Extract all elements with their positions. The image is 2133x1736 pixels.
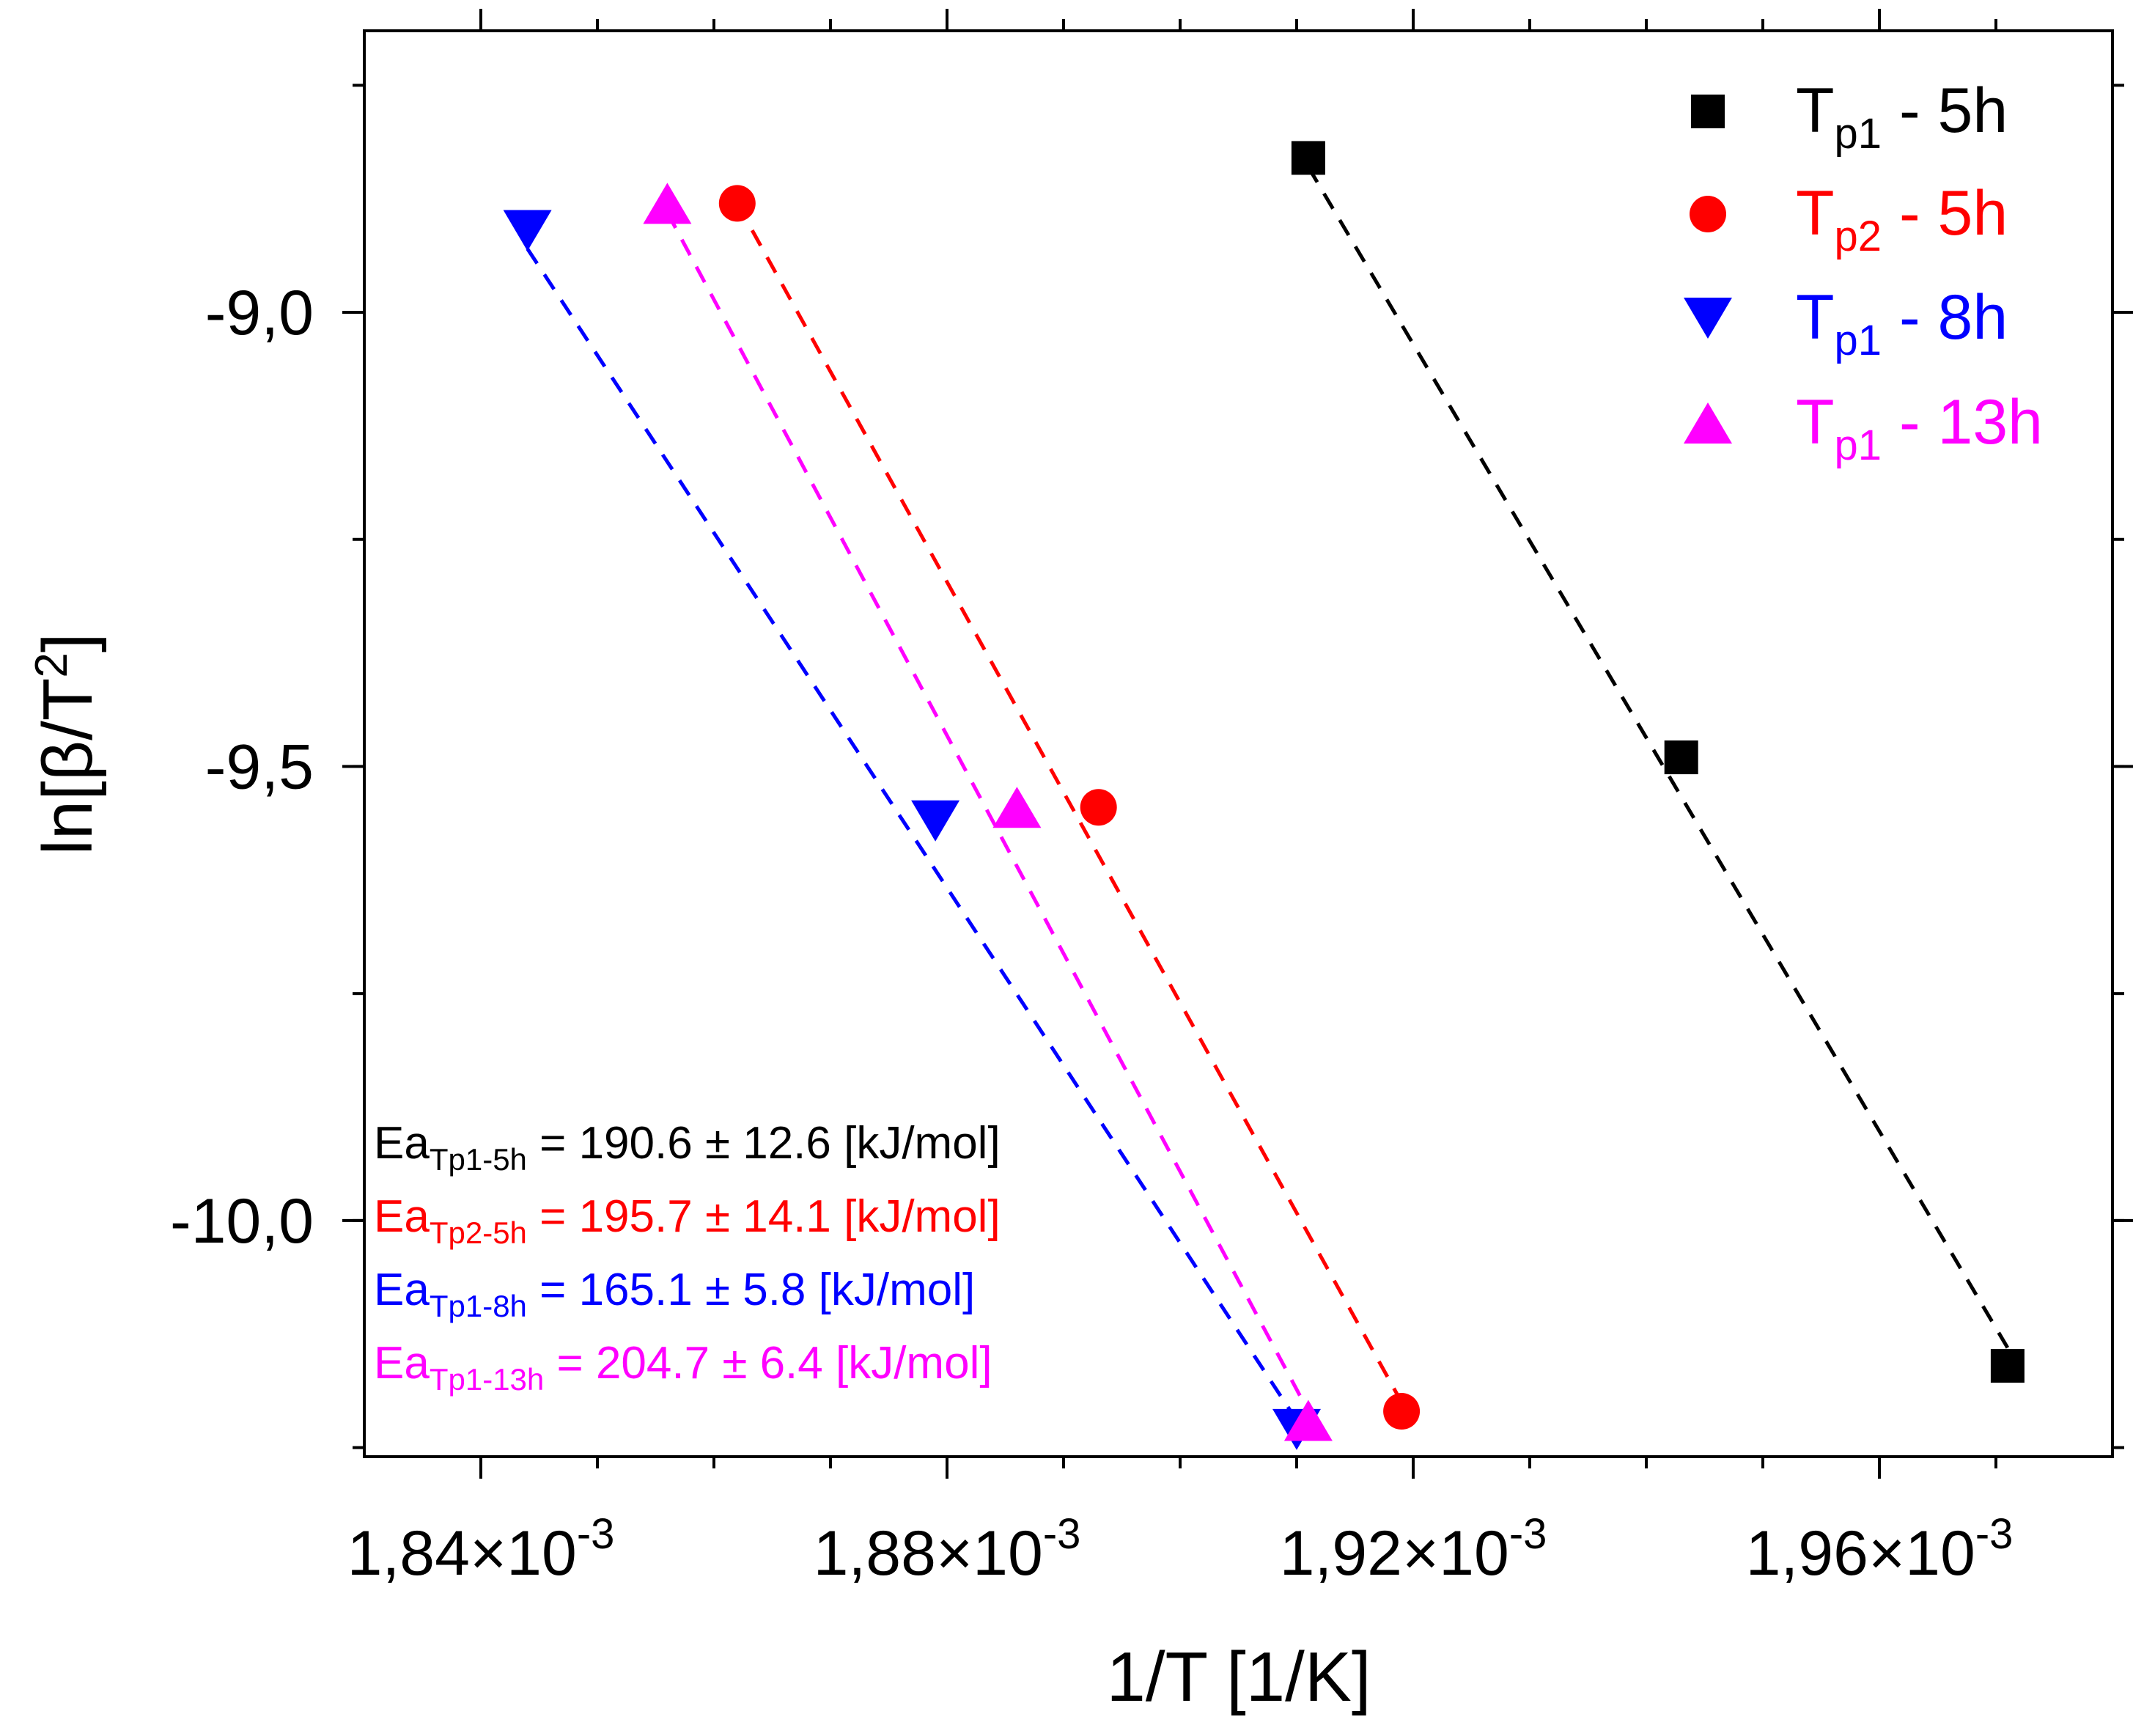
data-point-s0-2 — [1990, 1349, 2025, 1383]
legend-marker-1 — [1690, 196, 1726, 232]
data-point-s0-1 — [1664, 740, 1698, 775]
axis-ticks — [342, 9, 2133, 1479]
data-point-s3-0 — [643, 183, 692, 224]
data-point-s2-0 — [503, 210, 552, 251]
data-point-s3-2 — [1283, 1400, 1333, 1441]
annotation-0: EaTp1-5h = 190.6 ± 12.6 [kJ/mol] — [374, 1118, 1001, 1177]
legend-marker-3 — [1684, 402, 1732, 444]
x-tick-label: 1,88×10-3 — [814, 1510, 1081, 1589]
annotation-2: EaTp1-8h = 165.1 ± 5.8 [kJ/mol] — [374, 1265, 975, 1323]
fit-line-2 — [526, 247, 1299, 1421]
legend-label-0: Tp1 - 5h — [1796, 76, 2008, 158]
data-points — [503, 141, 2025, 1450]
annotation-1: EaTp2-5h = 195.7 ± 14.1 [kJ/mol] — [374, 1191, 1001, 1250]
data-point-s1-2 — [1383, 1393, 1421, 1430]
legend-label-1: Tp2 - 5h — [1796, 178, 2008, 260]
fit-line-3 — [666, 211, 1311, 1413]
y-axis-title: ln[β/T2] — [26, 633, 107, 855]
x-tick-label: 1,84×10-3 — [347, 1510, 615, 1589]
legend-label-2: Tp1 - 8h — [1796, 282, 2008, 364]
legend-marker-2 — [1684, 298, 1732, 339]
data-point-s2-1 — [911, 800, 960, 842]
plot-frame — [363, 29, 2114, 1458]
y-tick-label: -9,0 — [205, 278, 314, 348]
fit-line-1 — [735, 202, 1404, 1403]
data-point-s3-1 — [992, 787, 1042, 828]
x-tick-label: 1,96×10-3 — [1746, 1510, 2014, 1589]
legend-label-3: Tp1 - 13h — [1796, 387, 2043, 469]
annotation-3: EaTp1-13h = 204.7 ± 6.4 [kJ/mol] — [374, 1338, 992, 1397]
data-point-s1-1 — [1080, 789, 1117, 826]
x-axis-title: 1/T [1/K] — [1106, 1638, 1371, 1716]
y-tick-label: -9,5 — [205, 732, 314, 802]
y-tick-labels: -9,0 -9,5 -10,0 — [170, 278, 314, 1257]
fit-lines — [526, 166, 2010, 1421]
data-point-s1-0 — [718, 185, 756, 222]
x-tick-label: 1,92×10-3 — [1280, 1510, 1547, 1589]
fit-line-0 — [1306, 166, 2010, 1349]
data-point-s0-0 — [1291, 141, 1325, 175]
activation-energy-annotations: EaTp1-5h = 190.6 ± 12.6 [kJ/mol] EaTp2-5h… — [374, 1118, 1001, 1397]
y-tick-label: -10,0 — [170, 1186, 314, 1257]
legend: Tp1 - 5h Tp2 - 5h Tp1 - 8h Tp1 - 13h — [1684, 76, 2043, 469]
x-tick-labels: 1,84×10-3 1,88×10-3 1,92×10-3 1,96×10-3 — [347, 1510, 2014, 1589]
legend-marker-0 — [1691, 95, 1725, 128]
